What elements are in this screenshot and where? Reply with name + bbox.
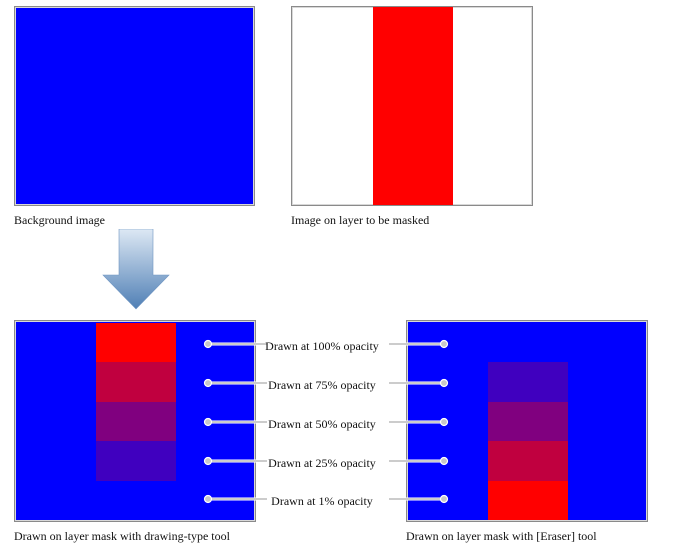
connector-right-3 xyxy=(389,456,449,466)
drawing-tool-caption: Drawn on layer mask with drawing-type to… xyxy=(14,529,230,543)
connector-left-4 xyxy=(203,494,267,504)
label-opacity-75: Drawn at 75% opacity xyxy=(268,378,376,392)
drawing-strip-50 xyxy=(96,401,176,442)
connector-right-2 xyxy=(389,417,449,427)
label-opacity-25: Drawn at 25% opacity xyxy=(268,456,376,470)
eraser-strip-1 xyxy=(488,480,568,521)
background-image-caption: Background image xyxy=(14,213,105,227)
label-opacity-50: Drawn at 50% opacity xyxy=(268,417,376,431)
eraser-strip-75 xyxy=(488,362,568,403)
layer-image-panel xyxy=(291,6,533,206)
drawing-strip-1 xyxy=(96,480,176,521)
connector-right-0 xyxy=(389,339,449,349)
down-arrow-icon xyxy=(102,229,170,310)
connector-dot xyxy=(203,378,213,388)
connector-dot xyxy=(203,339,213,349)
connector-left-2 xyxy=(203,417,267,427)
eraser-strip-100 xyxy=(488,323,568,363)
connector-dot xyxy=(439,494,449,504)
background-image-panel xyxy=(14,6,255,206)
red-strip xyxy=(373,7,453,205)
layer-image-caption: Image on layer to be masked xyxy=(291,213,430,227)
connector-dot xyxy=(203,494,213,504)
connector-dot xyxy=(439,456,449,466)
eraser-tool-caption: Drawn on layer mask with [Eraser] tool xyxy=(406,529,597,543)
connector-dot xyxy=(439,378,449,388)
connector-left-1 xyxy=(203,378,267,388)
connector-dot xyxy=(203,456,213,466)
eraser-strip-50 xyxy=(488,401,568,442)
label-opacity-1: Drawn at 1% opacity xyxy=(271,494,373,508)
connector-right-1 xyxy=(389,378,449,388)
connector-dot xyxy=(439,417,449,427)
connector-left-0 xyxy=(203,339,267,349)
connector-dot xyxy=(203,417,213,427)
drawing-strip-100 xyxy=(96,323,176,363)
drawing-strip-75 xyxy=(96,362,176,403)
label-opacity-100: Drawn at 100% opacity xyxy=(265,339,379,353)
eraser-strip-25 xyxy=(488,441,568,482)
connector-dot xyxy=(439,339,449,349)
connector-left-3 xyxy=(203,456,267,466)
connector-right-4 xyxy=(389,494,449,504)
drawing-strip-25 xyxy=(96,441,176,482)
